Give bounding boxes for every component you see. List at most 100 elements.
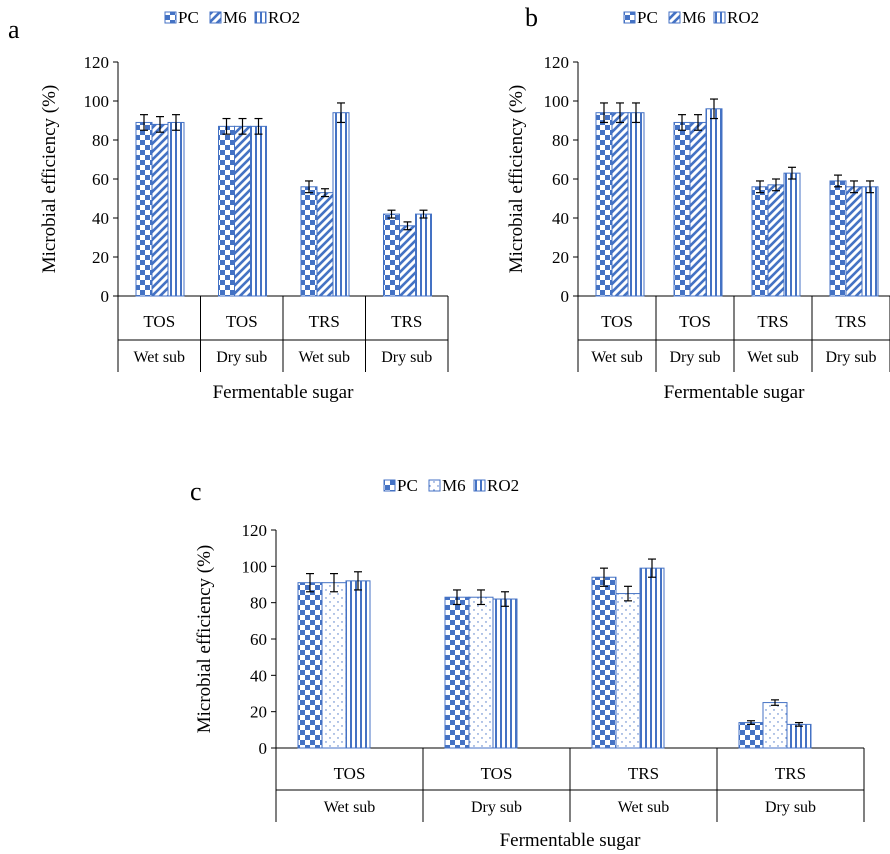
bar-m6: [689, 121, 707, 297]
category-group-label: Dry sub: [471, 799, 522, 816]
bar-pc: [673, 121, 691, 297]
y-tick-label: 40: [552, 209, 569, 228]
category-group-label: Dry sub: [825, 349, 876, 366]
y-axis-title: Microbial efficiency (%): [194, 545, 215, 734]
bar-pc: [218, 125, 235, 297]
x-axis-title: Fermentable sugar: [664, 382, 806, 403]
bar-pc: [300, 186, 318, 297]
chart-panel-c: c 0 20 40 60 80 100 120 Microbial efficiency (%)…: [190, 476, 865, 851]
legend-swatch: [668, 11, 681, 24]
y-tick-label: 0: [259, 739, 268, 758]
bar-pc: [595, 112, 613, 297]
y-tick-label: 20: [92, 248, 109, 267]
bar-pc: [591, 576, 617, 749]
legend-entry: RO2: [727, 8, 759, 27]
legend-entry: M6: [682, 8, 706, 27]
category-label: TRS: [628, 764, 659, 783]
bar-ro2: [492, 598, 518, 749]
y-tick-label: 120: [544, 53, 570, 72]
category-label: TRS: [757, 312, 788, 331]
category-label: TRS: [835, 312, 866, 331]
chart-panel-b: b 0 20 40 60 80 100 120 Microbial efficiency (%)…: [506, 3, 890, 403]
category-label: TOS: [601, 312, 633, 331]
category-label: TOS: [334, 764, 366, 783]
legend-swatch: [164, 11, 177, 24]
y-tick-label: 0: [101, 287, 110, 306]
legend-entry: PC: [178, 8, 199, 27]
y-axis-title: Microbial efficiency (%): [39, 85, 60, 274]
bar-pc: [738, 722, 764, 749]
category-label: TRS: [309, 312, 340, 331]
y-tick-label: 120: [84, 53, 110, 72]
legend-swatch: [473, 479, 486, 492]
category-group-label: Wet sub: [618, 799, 670, 816]
legend: PC M6 RO2: [383, 476, 519, 495]
bar-ro2: [783, 172, 801, 297]
y-tick-label: 40: [250, 666, 267, 685]
category-group-label: Wet sub: [133, 349, 185, 366]
category-label: TOS: [143, 312, 175, 331]
category-group-label: Dry sub: [669, 349, 720, 366]
bar-ro2: [639, 567, 665, 749]
category-group-label: Wet sub: [298, 349, 350, 366]
y-tick-label: 60: [552, 170, 569, 189]
bar-ro2: [415, 213, 432, 297]
bar-ro2: [332, 112, 350, 297]
panel-label: b: [525, 3, 538, 32]
y-tick-label: 20: [552, 248, 569, 267]
bar-m6: [399, 225, 416, 297]
bar-m6: [762, 702, 788, 749]
y-tick-label: 40: [92, 209, 109, 228]
bar-m6: [234, 125, 251, 297]
category-group-label: Wet sub: [324, 799, 376, 816]
legend-entry: M6: [442, 476, 466, 495]
category-label: TOS: [226, 312, 258, 331]
y-axis-title: Microbial efficiency (%): [506, 85, 527, 274]
category-label: TRS: [391, 312, 422, 331]
legend: PC M6 RO2: [623, 8, 759, 27]
bar-m6: [316, 192, 334, 297]
panel-label: a: [8, 15, 20, 44]
y-tick-label: 100: [84, 92, 110, 111]
category-label: TOS: [481, 764, 513, 783]
y-tick-label: 60: [250, 630, 267, 649]
legend-swatch: [383, 479, 396, 492]
bar-m6: [321, 582, 347, 749]
bar-pc: [135, 121, 153, 297]
y-tick-label: 20: [250, 703, 267, 722]
y-tick-label: 0: [561, 287, 570, 306]
legend-entry: PC: [637, 8, 658, 27]
bar-pc: [297, 582, 323, 749]
bar-m6: [151, 123, 169, 297]
bar-ro2: [786, 723, 812, 749]
y-tick-label: 80: [250, 594, 267, 613]
bar-m6: [615, 593, 641, 749]
category-group-label: Dry sub: [216, 349, 267, 366]
legend-entry: PC: [397, 476, 418, 495]
panel-label: c: [190, 477, 202, 506]
legend-entry: RO2: [268, 8, 300, 27]
category-group-label: Dry sub: [381, 349, 432, 366]
legend: PC M6 RO2: [164, 8, 300, 27]
legend-entry: RO2: [487, 476, 519, 495]
bar-ro2: [345, 580, 371, 749]
y-tick-label: 80: [552, 131, 569, 150]
bar-ro2: [167, 121, 185, 297]
bar-m6: [845, 186, 863, 297]
bar-m6: [468, 596, 494, 749]
bar-ro2: [705, 108, 723, 297]
category-group-label: Wet sub: [591, 349, 643, 366]
bar-m6: [767, 184, 785, 297]
category-label: TOS: [679, 312, 711, 331]
bar-pc: [829, 180, 847, 297]
legend-entry: M6: [223, 8, 247, 27]
bar-pc: [444, 596, 470, 749]
y-tick-label: 120: [242, 521, 268, 540]
x-axis-title: Fermentable sugar: [500, 830, 642, 851]
legend-swatch: [254, 11, 267, 24]
chart-panel-a: a 0 20 40 60 80 100 120 Microbial efficiency (%)…: [8, 8, 449, 403]
legend-swatch: [713, 11, 726, 24]
bar-pc: [383, 213, 400, 297]
category-label: TRS: [775, 764, 806, 783]
